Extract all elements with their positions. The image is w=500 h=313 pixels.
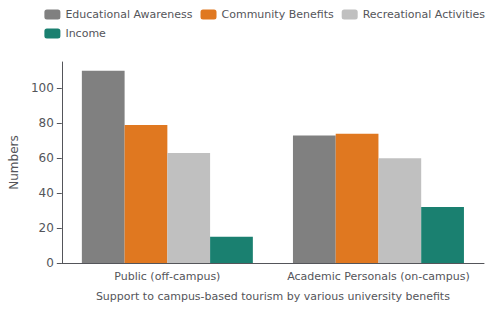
svg-text:Income: Income	[65, 27, 106, 40]
svg-text:0: 0	[46, 256, 54, 270]
svg-text:60: 60	[39, 151, 54, 165]
svg-text:Community Benefits: Community Benefits	[222, 8, 334, 21]
svg-text:20: 20	[39, 221, 54, 235]
svg-text:Recreational Activities: Recreational Activities	[363, 8, 486, 21]
svg-text:Public (off-campus): Public (off-campus)	[114, 270, 220, 283]
svg-text:Educational Awareness: Educational Awareness	[65, 8, 192, 21]
svg-text:100: 100	[31, 81, 54, 95]
svg-text:Numbers: Numbers	[7, 135, 21, 189]
svg-text:80: 80	[39, 116, 54, 130]
svg-text:Support to campus-based touris: Support to campus-based tourism by vario…	[96, 290, 450, 303]
svg-text:40: 40	[39, 186, 54, 200]
svg-text:Academic Personals (on-campus): Academic Personals (on-campus)	[287, 270, 470, 283]
